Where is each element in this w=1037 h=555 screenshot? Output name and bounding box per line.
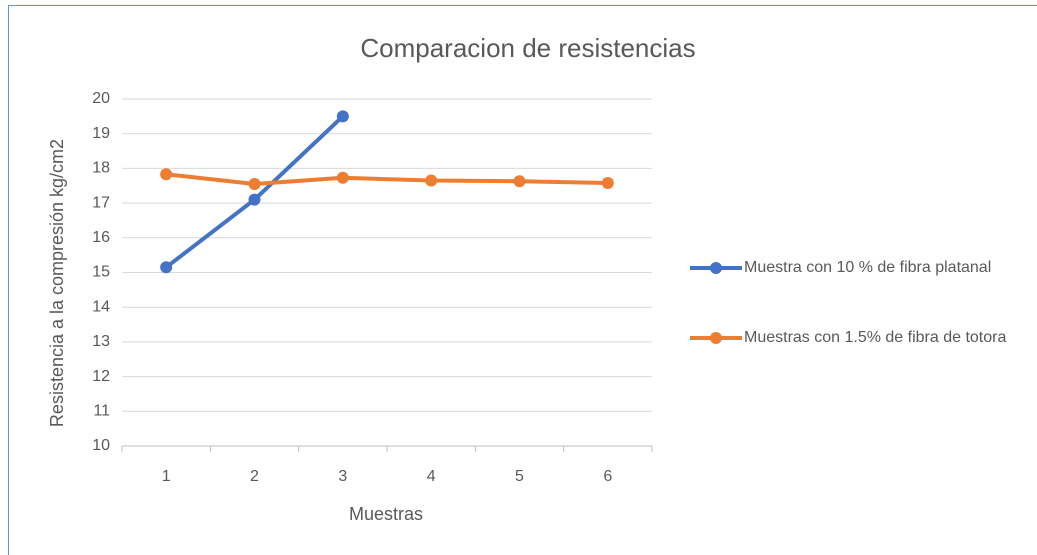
y-tick-label: 10 [92,437,110,454]
data-point [248,193,261,206]
y-tick-label: 16 [92,229,110,246]
data-point [336,171,349,184]
legend-label: Muestras con 1.5% de fibra de totora [744,329,1007,346]
y-axis-title: Resistencia a la compresión kg/cm2 [47,139,67,427]
series-line [165,172,608,187]
legend-swatch [690,262,742,274]
data-point [513,175,526,188]
data-point [160,261,173,274]
data-point [425,174,438,187]
y-tick-label: 13 [92,333,110,350]
x-tick-label: 5 [515,468,524,485]
data-point [248,178,261,191]
data-point [160,168,173,181]
y-tick-label: 14 [92,298,110,315]
legend-label: Muestra con 10 % de fibra platanal [744,259,992,276]
data-point [601,176,614,189]
x-axis-title: Muestras [349,504,423,524]
x-tick-label: 1 [162,468,171,485]
legend-item: Muestra con 10 % de fibra platanal [688,255,1033,281]
legend-item: Muestras con 1.5% de fibra de totora [688,325,1033,351]
data-point [336,110,349,123]
y-tick-label: 12 [92,368,110,385]
chart-title: Comparacion de resistencias [360,33,695,63]
series-line [164,114,345,269]
y-tick-label: 17 [92,194,110,211]
chart-border [8,5,1037,555]
y-tick-label: 11 [93,403,110,420]
y-tick-label: 19 [92,125,110,142]
x-tick-label: 6 [603,468,612,485]
y-tick-label: 20 [92,90,110,107]
y-tick-label: 18 [92,160,110,177]
x-tick-label: 4 [427,468,436,485]
legend-swatch [690,332,742,344]
x-tick-label: 2 [250,468,259,485]
x-tick-label: 3 [338,468,347,485]
y-tick-label: 15 [92,264,110,281]
